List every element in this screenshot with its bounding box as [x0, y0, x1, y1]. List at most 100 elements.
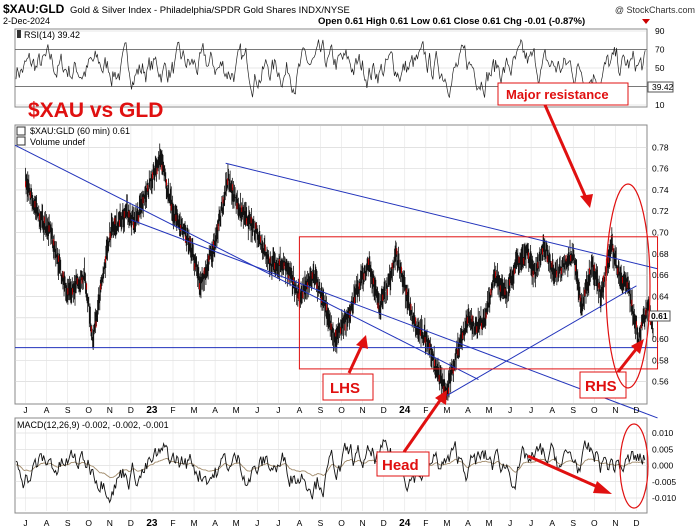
price-last-value-tag — [647, 310, 671, 322]
lhs-arrow — [347, 344, 364, 374]
price-x-axis: J A S O N D 23 F M A M J J A S O N D 24 F M A M J J A S O N D — [23, 405, 639, 416]
x-tick-label: F — [170, 518, 175, 528]
price-series — [25, 143, 654, 402]
price-legend: $XAU:GLD (60 min) 0.61 — [30, 126, 130, 136]
x-tick-label: F — [423, 405, 428, 415]
x-tick-label: J — [255, 518, 259, 528]
price-tick-label: 0.70 — [652, 228, 669, 238]
x-tick-label: 24 — [399, 405, 411, 416]
price-legend-swatch — [16, 126, 26, 136]
price-down-bars — [25, 164, 652, 394]
x-tick-label: J — [23, 518, 27, 528]
macd-line — [15, 438, 646, 504]
rsi-axis: 1030507090 — [655, 26, 665, 110]
x-tick-label: S — [570, 518, 576, 528]
rsi-legend-swatch — [17, 30, 21, 38]
x-tick-label: J — [276, 518, 280, 528]
x-tick-label: D — [128, 405, 134, 415]
x-tick-label: S — [65, 405, 71, 415]
macd-tick-label: 0.010 — [652, 428, 674, 438]
x-tick-label: M — [191, 518, 198, 528]
price-axis: 0.560.580.600.620.640.660.680.700.720.74… — [652, 142, 669, 386]
rsi-last-value-tag — [647, 81, 674, 93]
x-tick-label: A — [297, 518, 303, 528]
x-tick-label: M — [485, 405, 492, 415]
x-tick-label: D — [381, 405, 387, 415]
quote-line: Open 0.61 High 0.61 Low 0.61 Close 0.61 … — [318, 16, 585, 27]
x-tick-label: 24 — [399, 518, 411, 529]
x-tick-label: A — [212, 405, 218, 415]
x-tick-label: 23 — [146, 518, 158, 529]
price-tick-label: 0.58 — [652, 355, 669, 365]
rsi-tick-label: 70 — [655, 45, 665, 55]
macd-tick-label: 0.000 — [652, 461, 674, 471]
macd-arrowhead — [593, 481, 612, 494]
x-tick-label: A — [44, 405, 50, 415]
macd-x-axis: J A S O N D 23 F M A M J J A S O N D 24 F M A M J J A S O N D — [23, 518, 639, 529]
x-tick-label: J — [255, 405, 259, 415]
x-tick-label: J — [508, 518, 512, 528]
x-tick-label: M — [233, 405, 240, 415]
x-tick-label: M — [191, 405, 198, 415]
trendline — [446, 285, 637, 396]
macd-axis: -0.010 -0.005 0.000 0.005 0.010 — [652, 428, 676, 503]
price-gridlines — [15, 126, 647, 403]
x-tick-label: N — [107, 405, 113, 415]
rsi-last-value: 39.42 — [652, 82, 674, 92]
x-tick-label: A — [465, 518, 471, 528]
x-tick-label: D — [128, 518, 134, 528]
rsi-line — [15, 38, 646, 98]
price-tick-label: 0.72 — [652, 206, 669, 216]
x-tick-label: A — [549, 405, 555, 415]
price-tick-label: 0.76 — [652, 164, 669, 174]
x-tick-label: A — [465, 405, 471, 415]
major-resistance-label: Major resistance — [506, 87, 609, 102]
x-tick-label: O — [85, 518, 92, 528]
x-tick-label: D — [633, 405, 639, 415]
lhs-arrowhead — [356, 335, 368, 349]
x-tick-label: O — [85, 405, 92, 415]
x-tick-label: O — [338, 518, 345, 528]
x-tick-label: S — [318, 405, 324, 415]
trendline — [225, 162, 658, 270]
symbol-title: $XAU:GLD — [3, 2, 65, 16]
x-tick-label: 23 — [146, 405, 158, 416]
price-tick-label: 0.66 — [652, 270, 669, 280]
rsi-tick-label: 10 — [655, 100, 665, 110]
x-tick-label: S — [570, 405, 576, 415]
x-tick-label: O — [591, 405, 598, 415]
resistance-arrow — [543, 104, 588, 199]
x-tick-label: D — [381, 518, 387, 528]
price-panel — [14, 124, 648, 405]
rhs-arrowhead — [631, 339, 644, 354]
trendline — [14, 144, 479, 381]
x-tick-label: N — [360, 518, 366, 528]
macd-arrow — [527, 454, 601, 490]
x-tick-label: A — [44, 518, 50, 528]
price-tick-label: 0.78 — [652, 142, 669, 152]
x-tick-label: A — [549, 518, 555, 528]
price-tick-label: 0.60 — [652, 334, 669, 344]
price-tick-label: 0.56 — [652, 377, 669, 387]
x-tick-label: J — [529, 518, 533, 528]
head-arrowhead — [435, 390, 447, 405]
macd-tick-label: -0.010 — [652, 493, 676, 503]
x-tick-label: F — [423, 518, 428, 528]
rsi-series — [15, 38, 646, 98]
symbol-description: Gold & Silver Index - Philadelphia/SPDR … — [70, 5, 350, 16]
x-tick-label: N — [612, 518, 618, 528]
volume-legend-swatch — [16, 136, 26, 146]
x-tick-label: M — [233, 518, 240, 528]
price-tick-label: 0.64 — [652, 291, 669, 301]
x-tick-label: J — [508, 405, 512, 415]
x-tick-label: O — [338, 405, 345, 415]
x-tick-label: A — [212, 518, 218, 528]
rsi-legend: RSI(14) 39.42 — [24, 30, 80, 40]
price-tick-label: 0.74 — [652, 185, 669, 195]
lhs-box — [322, 373, 374, 401]
price-last-value: 0.61 — [651, 311, 668, 321]
x-tick-label: N — [612, 405, 618, 415]
rhs-label: RHS — [585, 378, 617, 395]
head-label: Head — [382, 457, 419, 474]
